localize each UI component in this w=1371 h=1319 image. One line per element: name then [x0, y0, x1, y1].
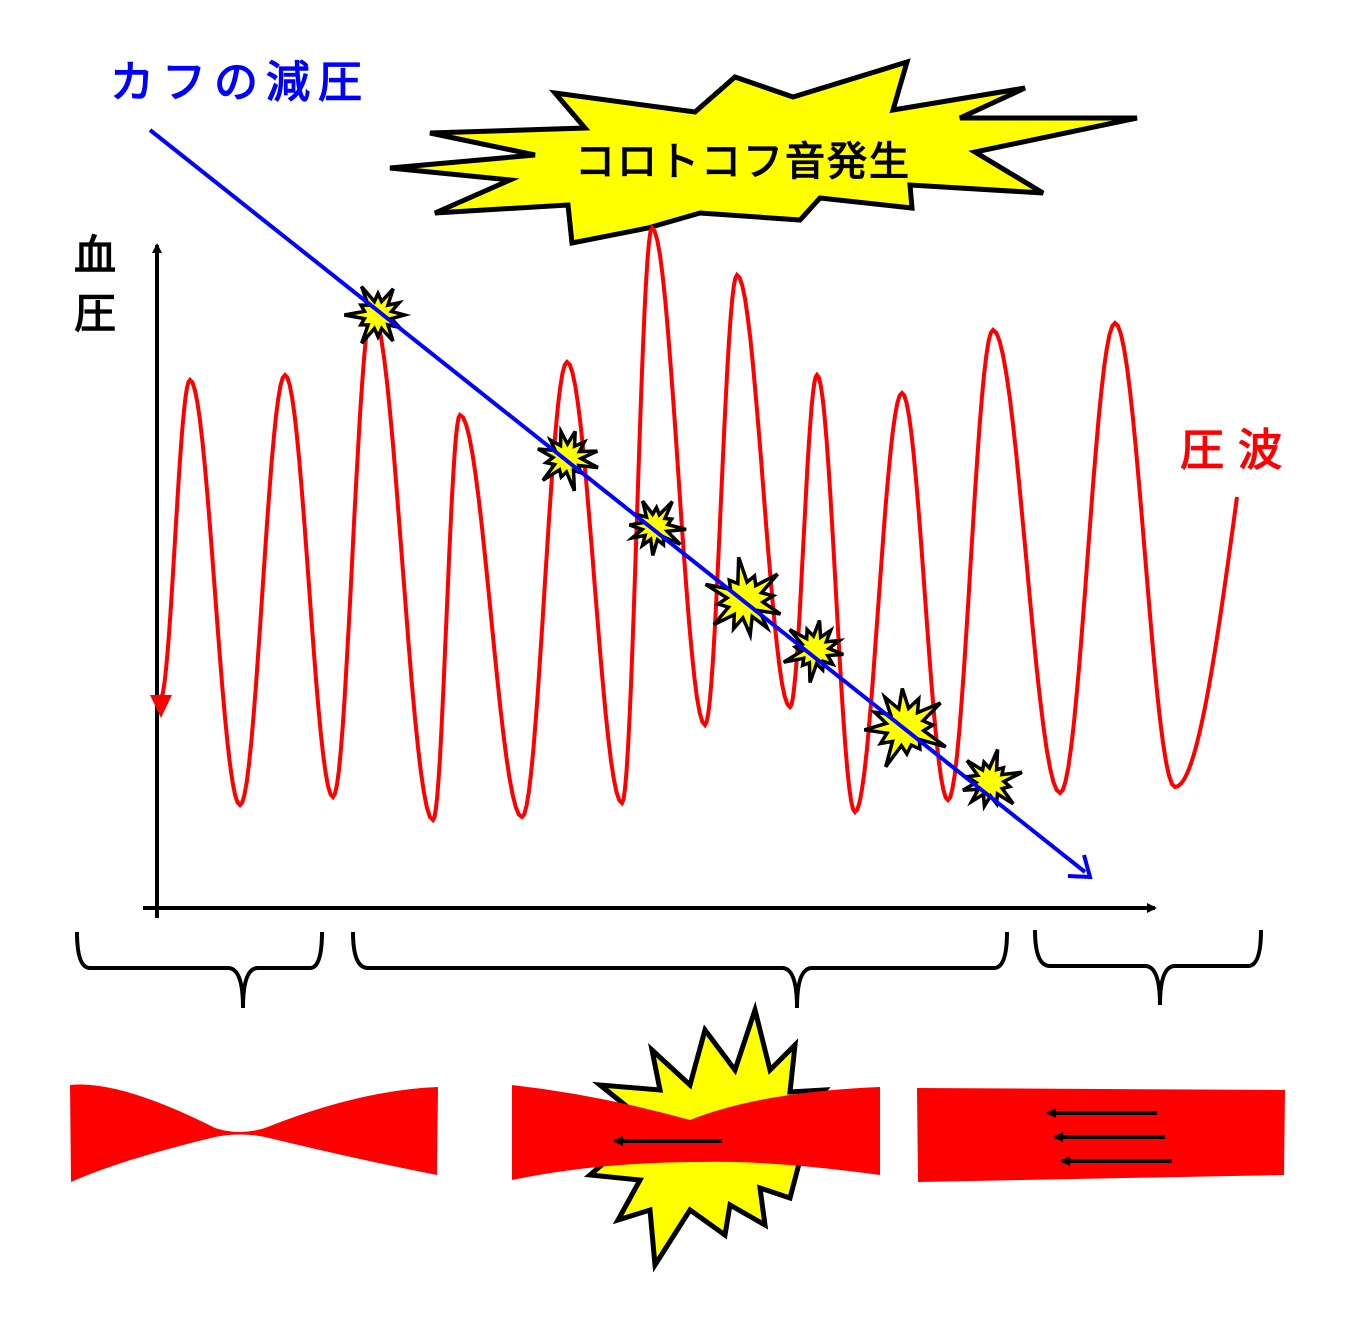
pressure-wave-label: 圧波 [1180, 425, 1296, 476]
blood-pressure-axis-label-1: 血 [74, 231, 116, 280]
artery-occluded [70, 1084, 438, 1182]
korotkoff-sound-burst-icon [704, 556, 782, 642]
brace-middle [351, 931, 1009, 1009]
korotkoff-sound-burst-icon [782, 619, 846, 684]
artery-partially-open [512, 1085, 880, 1180]
brace-left [75, 931, 324, 1009]
korotkoff-sound-burst-icon [962, 748, 1023, 812]
cuff-pressure-line [148, 128, 1087, 874]
blood-pressure-axis-label-2: 圧 [74, 289, 116, 338]
pressure-wave-start-arrowhead [150, 695, 172, 718]
korotkoff-burst-shape [389, 58, 1138, 246]
brace-right [1033, 929, 1263, 1006]
korotkoff-sound-burst-icon [344, 285, 412, 345]
korotkoff-onset-label: コロトコフ音発生 [575, 139, 911, 185]
cuff-pressure-arrowhead [1067, 854, 1093, 880]
cuff-deflation-label: カフの減圧 [110, 57, 370, 108]
pressure-wave-curve [158, 224, 1239, 824]
